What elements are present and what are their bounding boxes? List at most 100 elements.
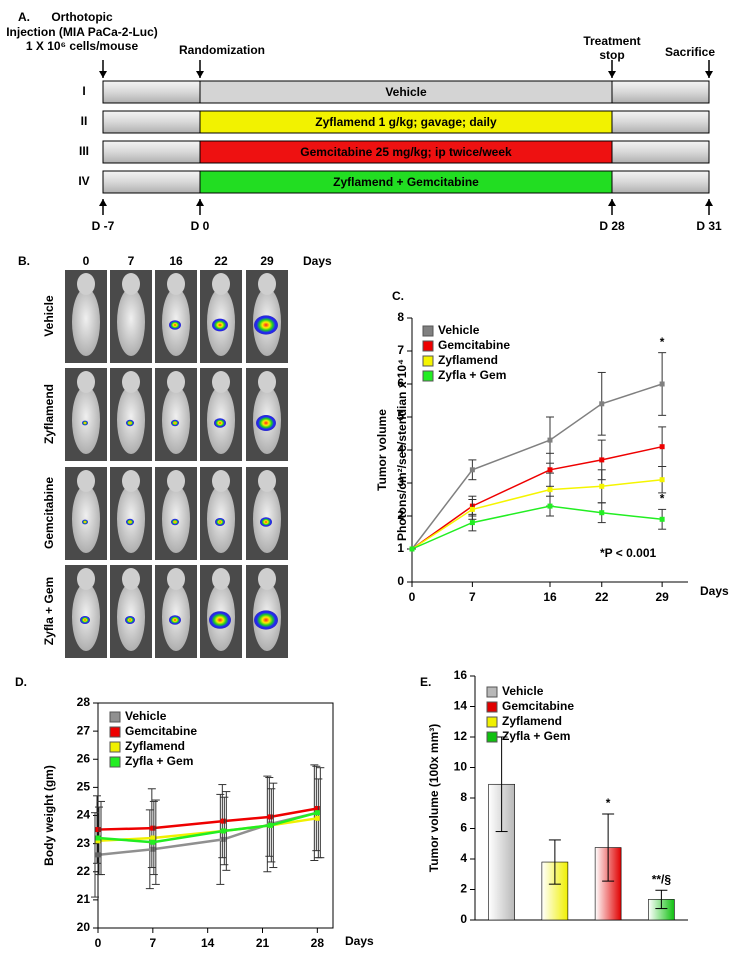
panel-label: C. [392,289,404,303]
signal [215,518,225,526]
point [95,835,101,841]
mouse-head [258,470,276,492]
event-label: 1 X 10⁶ cells/mouse [26,39,139,53]
day-label: D 28 [599,219,625,233]
y-tick-label: 12 [454,729,468,743]
arrow-head [99,71,107,78]
y-tick-label: 26 [77,751,91,765]
y-axis-label: Tumor volume (100x mm³) [427,724,441,872]
mouse-head [167,371,185,393]
point [150,835,156,841]
x-tick-label: 28 [311,936,325,950]
signal [82,519,88,525]
arrow-head [705,199,713,206]
legend-label: Zyflamend [502,714,562,728]
chart: 20 21 22 23 24 25 26 27 28 Body weight (gm) Days 0 7… [42,695,374,950]
y-axis-label: Photons/cm²/sec/steridian x 10⁴ [395,359,409,541]
signal [169,320,181,330]
signal [169,615,181,625]
arrow-head [196,199,204,206]
mouse-head [77,273,95,295]
legend-swatch [109,741,121,753]
y-tick-label: 14 [454,699,468,713]
mouse-body [117,288,145,356]
panel-label: A. [18,10,30,24]
y-tick-label: 0 [397,574,404,588]
treatment-bar [199,140,613,164]
column-label: 7 [128,254,135,268]
legend-swatch [422,340,434,352]
point [150,846,156,852]
series-line [97,811,318,844]
series-line [411,478,663,550]
column-label: 0 [83,254,90,268]
point [150,825,156,831]
point [469,467,475,473]
y-tick-label: 3 [397,475,404,489]
y-tick-label: 5 [397,409,404,423]
point [314,815,320,821]
x-tick-label: 22 [595,590,609,604]
signal [254,315,278,335]
point [659,477,665,483]
chart: 0 2 4 6 8 10 12 14 16 Tumor volume (100x mm³) * **/… [427,668,688,926]
mouse-head [122,273,140,295]
point [220,818,226,824]
point [267,814,273,820]
legend-label: Zyflamend [438,353,498,367]
x-axis-label: Days [700,584,729,598]
signal [214,418,226,428]
mouse-body [72,288,100,356]
point [659,516,665,522]
legend-label: Gemcitabine [125,724,197,738]
legend-label: Vehicle [438,323,480,337]
y-axis-label: Tumor volume [375,409,389,491]
point [95,852,101,858]
mouse-head [122,371,140,393]
signal [209,611,231,629]
arrow-head [705,71,713,78]
group-numeral: IV [78,174,89,188]
mouse-head [122,568,140,590]
point [547,487,553,493]
signal [125,616,135,624]
group-numeral: III [79,144,89,158]
legend-swatch [486,686,498,698]
y-tick-label: 0 [460,912,467,926]
event-label: Randomization [179,43,265,57]
day-label: D -7 [92,219,115,233]
legend-swatch [422,370,434,382]
day-label: D 31 [696,219,722,233]
mouse-head [167,568,185,590]
y-tick-label: 24 [77,808,91,822]
y-tick-label: 6 [460,821,467,835]
point [599,401,605,407]
y-tick-label: 16 [454,668,468,682]
point [314,810,320,816]
row-label: Zyflamend [42,384,56,444]
arrow-head [99,199,107,206]
point [469,506,475,512]
mouse-head [167,273,185,295]
column-label: 29 [260,254,274,268]
annotation: * [660,492,665,506]
signal [80,616,90,624]
panel-label: B. [18,254,30,268]
legend-label: Zyflamend [125,739,185,753]
point [599,457,605,463]
mouse-head [122,470,140,492]
column-label: 16 [169,254,183,268]
event-label: stop [599,48,624,62]
mouse-head [167,470,185,492]
y-tick-label: 20 [77,920,91,934]
panel-label: E. [420,675,431,689]
legend-swatch [109,711,121,723]
column-unit: Days [303,254,332,268]
y-tick-label: 1 [397,541,404,555]
legend-swatch [486,701,498,713]
treatment-label: Zyflamend 1 g/kg; gavage; daily [315,115,497,129]
treatment-label: Zyflamend + Gemcitabine [333,175,479,189]
group-numeral: II [81,114,88,128]
x-tick-label: 0 [409,590,416,604]
